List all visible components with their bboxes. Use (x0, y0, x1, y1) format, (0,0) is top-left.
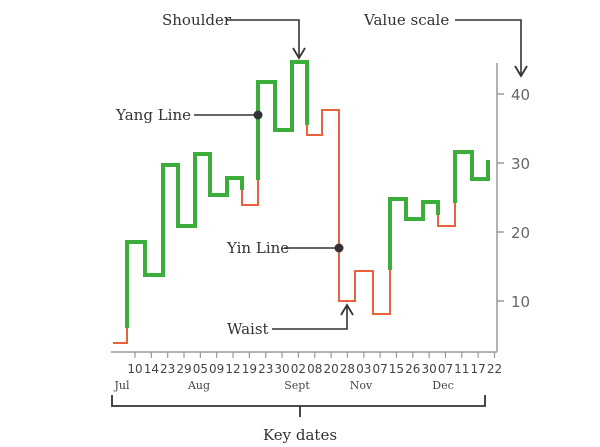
yang-line-segment (125, 152, 244, 328)
shoulder-leader (226, 19, 300, 58)
x-tick-label: 26 (405, 362, 420, 376)
xlabel: Key dates (263, 426, 337, 444)
month-label: Nov (350, 379, 373, 392)
month-label: Sept (284, 379, 310, 392)
kagi-series (113, 60, 490, 344)
yang-line-segment (388, 197, 440, 270)
x-tick-label: 08 (307, 362, 322, 376)
x-tick-label: 05 (193, 362, 208, 376)
y-tick-label: 20 (511, 224, 530, 242)
yin-line-segment (241, 180, 259, 206)
x-tick-label: 07 (438, 362, 453, 376)
yang-line-label: Yang Line (115, 106, 191, 124)
value-scale-leader (455, 19, 522, 76)
x-tick-label: 22 (487, 362, 502, 376)
waist-arrowhead (340, 303, 354, 316)
shoulder-arrowhead (292, 47, 306, 60)
x-tick-label: 30 (421, 362, 436, 376)
yin-line-segment (306, 109, 391, 315)
yin-line-marker (334, 243, 344, 253)
key-dates-bracket: Key dates (111, 395, 486, 444)
month-label: Jul (113, 379, 129, 392)
x-tick-label: 09 (209, 362, 224, 376)
x-tick-label: 23 (258, 362, 273, 376)
yin-line-segment (437, 203, 456, 227)
x-tick-label: 02 (291, 362, 306, 376)
yin-line-label: Yin Line (226, 239, 289, 257)
yang-line-segment (453, 150, 490, 203)
y-tick-label: 10 (511, 293, 530, 311)
waist-label: Waist (227, 320, 269, 338)
x-tick-label: 10 (127, 362, 142, 376)
x-tick-label: 19 (242, 362, 257, 376)
x-tick-label: 12 (225, 362, 240, 376)
bracket-line (111, 395, 486, 407)
month-label: Dec (432, 379, 454, 392)
annotations: Shoulder Value scale Yang Line Yin Line Wais… (115, 11, 528, 338)
x-tick-label: 14 (144, 362, 159, 376)
yin-line-segment (113, 328, 128, 344)
x-tick-label: 15 (389, 362, 404, 376)
yang-line-marker (253, 110, 263, 120)
x-tick-label: 28 (340, 362, 355, 376)
yang-line-segment (256, 60, 309, 180)
value-scale-arrowhead (514, 65, 528, 78)
x-tick-label: 17 (470, 362, 485, 376)
x-tick-label: 30 (274, 362, 289, 376)
value-scale-label: Value scale (363, 11, 449, 29)
x-tick-label: 03 (356, 362, 371, 376)
y-tick-label: 40 (511, 86, 530, 104)
x-tick-label: 29 (176, 362, 191, 376)
x-tick-label: 07 (372, 362, 387, 376)
shoulder-label: Shoulder (162, 11, 232, 29)
axes (111, 63, 504, 358)
x-tick-label: 23 (160, 362, 175, 376)
x-tick-label: 11 (454, 362, 469, 376)
x-tick-label: 20 (323, 362, 338, 376)
waist-leader (272, 307, 348, 330)
y-tick-label: 30 (511, 155, 530, 173)
month-label: Aug (187, 379, 210, 392)
